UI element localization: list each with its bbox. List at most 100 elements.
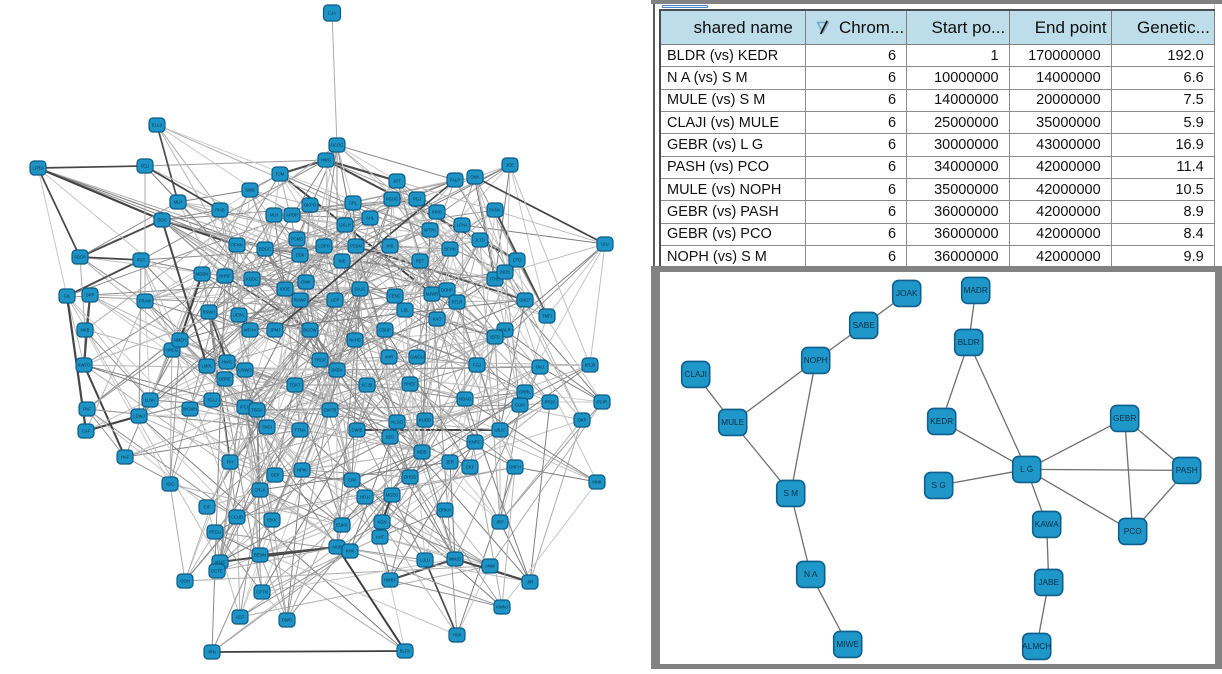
svg-text:UNFH: UNFH — [509, 465, 521, 470]
svg-text:IOOE: IOOE — [280, 287, 291, 292]
svg-text:MADR: MADR — [963, 285, 987, 295]
svg-text:PIAB: PIAB — [215, 208, 225, 213]
svg-text:IEKK: IEKK — [267, 518, 277, 523]
svg-text:HSK: HSK — [453, 633, 462, 638]
svg-text:JER: JER — [446, 460, 454, 465]
svg-text:CKF: CKF — [466, 465, 475, 470]
svg-text:CPTN: CPTN — [256, 590, 267, 595]
svg-text:BGOW: BGOW — [303, 328, 316, 333]
svg-text:BFHN: BFHN — [444, 247, 455, 252]
svg-text:JOAK: JOAK — [896, 288, 918, 298]
svg-text:MLH: MLH — [270, 213, 279, 218]
svg-text:DPP: DPP — [86, 293, 95, 298]
svg-text:KGN: KGN — [377, 520, 386, 525]
svg-text:FENC: FENC — [389, 294, 400, 299]
svg-text:MULE: MULE — [721, 417, 745, 427]
svg-text:PSSM: PSSM — [350, 244, 362, 249]
svg-text:BLFK: BLFK — [400, 649, 411, 654]
svg-text:OKPO: OKPO — [304, 203, 317, 208]
svg-text:KAWA: KAWA — [1035, 519, 1059, 529]
svg-text:KWFO: KWFO — [78, 363, 91, 368]
svg-text:FKNA: FKNA — [489, 208, 500, 213]
svg-text:PASH: PASH — [1176, 465, 1198, 475]
svg-text:LMPL: LMPL — [202, 364, 214, 369]
svg-text:FJM: FJM — [276, 172, 285, 177]
svg-text:HWBF: HWBF — [384, 578, 397, 583]
svg-text:JPMJ: JPMJ — [270, 328, 280, 333]
svg-text:S G: S G — [932, 480, 946, 490]
svg-text:KGDC: KGDC — [246, 277, 258, 282]
svg-text:TTNA: TTNA — [295, 428, 306, 433]
svg-text:GWOU: GWOU — [410, 355, 424, 360]
svg-text:INDB: INDB — [500, 270, 510, 275]
svg-text:AHL: AHL — [366, 216, 375, 221]
svg-text:CRLK: CRLK — [254, 488, 265, 493]
svg-text:BHRF: BHRF — [219, 274, 231, 279]
svg-text:LDWJ: LDWJ — [133, 414, 144, 419]
svg-text:RAWP: RAWP — [294, 298, 307, 303]
svg-text:KUBD: KUBD — [419, 418, 431, 423]
svg-text:PEGU: PEGU — [209, 530, 221, 535]
svg-text:JKT: JKT — [393, 179, 401, 184]
svg-text:TGLJ: TGLJ — [207, 398, 217, 403]
svg-text:MJWR: MJWR — [426, 292, 439, 297]
svg-text:DDK: DDK — [296, 253, 305, 258]
svg-text:SABE: SABE — [853, 320, 876, 330]
svg-text:LJLU: LJLU — [420, 558, 430, 563]
svg-text:RTLR: RTLR — [452, 300, 463, 305]
svg-text:NMEH: NMEH — [174, 338, 186, 343]
svg-text:BLDR: BLDR — [958, 337, 980, 347]
svg-text:DOHP: DOHP — [441, 288, 453, 293]
svg-text:GKLH: GKLH — [339, 223, 350, 228]
svg-text:TMFI: TMFI — [542, 314, 552, 319]
svg-text:RET: RET — [416, 259, 425, 264]
svg-text:BENM: BENM — [254, 553, 267, 558]
svg-text:NAHG: NAHG — [349, 338, 361, 343]
svg-text:KHK: KHK — [346, 549, 355, 554]
svg-text:KAO: KAO — [433, 317, 443, 322]
svg-text:S M: S M — [783, 488, 798, 498]
svg-text:CLAJI: CLAJI — [684, 369, 707, 379]
svg-text:AGT: AGT — [236, 615, 245, 620]
svg-text:N A: N A — [804, 569, 818, 579]
svg-text:IFCU: IFCU — [240, 405, 250, 410]
svg-text:LOPH: LOPH — [318, 244, 329, 249]
svg-text:HWG: HWG — [321, 158, 331, 163]
svg-text:JABE: JABE — [1038, 577, 1059, 587]
svg-text:CWIE: CWIE — [352, 428, 363, 433]
svg-text:DRKH: DRKH — [439, 508, 451, 513]
svg-text:UIU: UIU — [601, 242, 608, 247]
svg-text:NOPH: NOPH — [804, 355, 828, 365]
svg-text:JLTD: JLTD — [475, 238, 485, 243]
svg-text:GEP: GEP — [271, 473, 280, 478]
svg-text:UCP: UCP — [331, 298, 340, 303]
svg-text:HWG: HWG — [222, 360, 232, 365]
svg-text:CIM: CIM — [348, 478, 356, 483]
svg-text:ITHE: ITHE — [490, 277, 500, 282]
svg-text:ALMCH: ALMCH — [1022, 641, 1051, 651]
svg-text:MIWE: MIWE — [836, 639, 859, 649]
svg-text:HNCG: HNCG — [166, 348, 178, 353]
svg-text:KCJB: KCJB — [362, 383, 373, 388]
svg-text:IRN: IRN — [208, 650, 215, 655]
svg-text:KEDR: KEDR — [930, 416, 953, 426]
svg-text:GEBR: GEBR — [1113, 413, 1137, 423]
svg-text:DAJC: DAJC — [355, 287, 366, 292]
svg-text:FGJ: FGJ — [473, 363, 481, 368]
svg-text:WGWH: WGWH — [183, 407, 197, 412]
svg-text:MDBN: MDBN — [196, 272, 208, 277]
svg-text:CBUP: CBUP — [379, 328, 391, 333]
svg-text:LFRD: LFRD — [33, 166, 44, 171]
svg-text:IHS: IHS — [387, 244, 394, 249]
svg-text:PAF: PAF — [83, 407, 91, 412]
svg-text:TBGA: TBGA — [251, 408, 263, 413]
svg-text:FELI: FELI — [141, 164, 150, 169]
svg-text:PGJ: PGJ — [413, 197, 421, 202]
svg-text:CAF: CAF — [82, 429, 91, 434]
svg-text:ADC: ADC — [166, 482, 175, 487]
svg-text:EUKK: EUKK — [336, 523, 348, 528]
svg-text:AHR: AHR — [385, 355, 394, 360]
svg-text:DWTB: DWTB — [324, 408, 337, 413]
svg-text:DBRE: DBRE — [219, 377, 231, 382]
svg-text:MNK: MNK — [592, 480, 602, 485]
